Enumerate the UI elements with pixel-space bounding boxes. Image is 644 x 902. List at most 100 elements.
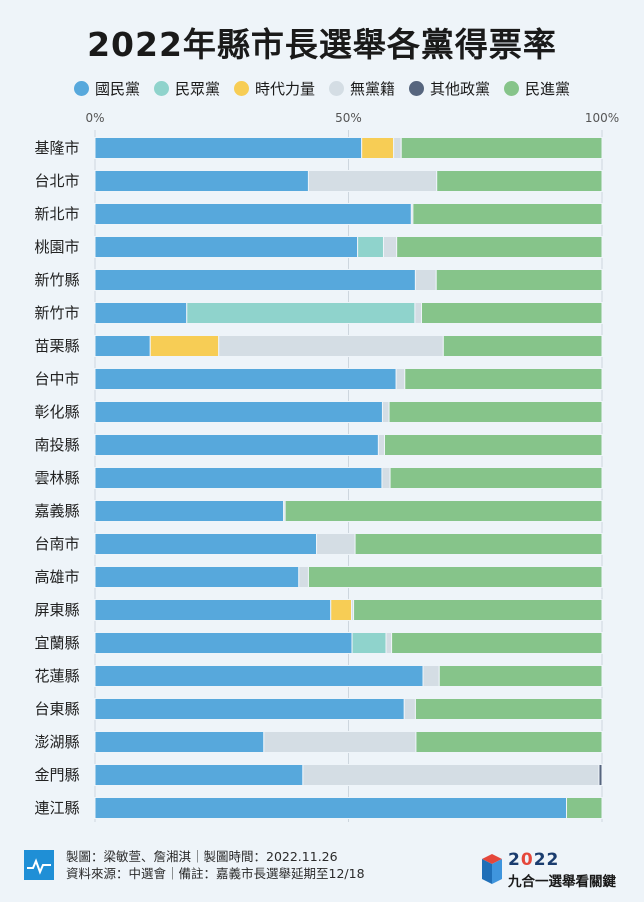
legend: 國民黨 民眾黨 時代力量 無黨籍 其他政黨 民進黨 bbox=[0, 78, 644, 99]
bar-segment bbox=[284, 500, 603, 522]
bar-segment bbox=[421, 302, 603, 324]
legend-label: 其他政黨 bbox=[430, 80, 491, 98]
legend-swatch bbox=[329, 81, 344, 96]
bar-segment bbox=[385, 632, 393, 654]
category-label: 嘉義縣 bbox=[34, 502, 79, 520]
stacked-bar-chart: 0% 50% 100% 基隆市台北市新北市桃園市新竹縣新竹市苗栗縣台中市彰化縣南投縣雲… bbox=[34, 111, 619, 822]
bar-segment bbox=[351, 632, 387, 654]
bar-segment bbox=[438, 665, 603, 687]
legend-label: 國民黨 bbox=[94, 80, 140, 98]
bar-segment bbox=[391, 632, 603, 654]
bar-segment bbox=[94, 236, 359, 258]
bar-segment bbox=[94, 467, 383, 489]
bar-segment bbox=[330, 599, 353, 621]
bar-segment bbox=[298, 566, 309, 588]
bar-segment bbox=[566, 797, 603, 819]
bar-segment bbox=[381, 467, 391, 489]
legend-swatch bbox=[409, 81, 425, 96]
bar-segment bbox=[307, 566, 603, 588]
bar-segment bbox=[94, 797, 568, 819]
bar-segment bbox=[307, 170, 438, 192]
bar-segment bbox=[383, 434, 603, 456]
legend-item: 民進黨 bbox=[504, 78, 570, 99]
bar-segment bbox=[316, 533, 356, 555]
brand-year: 2022 bbox=[508, 850, 560, 870]
category-label: 台中市 bbox=[34, 370, 79, 388]
category-label: 金門縣 bbox=[34, 766, 79, 784]
bar-segment bbox=[404, 368, 603, 390]
bar-segment bbox=[94, 665, 424, 687]
category-label: 雲林縣 bbox=[34, 469, 79, 487]
footer-credits: 製圖：梁敏萱、詹湘淇｜製圖時間：2022.11.26 資料來源：中選會｜備註：嘉… bbox=[66, 848, 365, 882]
bar-segment bbox=[396, 236, 603, 258]
legend-label: 時代力量 bbox=[254, 80, 315, 98]
bar-segment bbox=[353, 599, 603, 621]
category-label: 台北市 bbox=[34, 172, 79, 190]
brand-name: 九合一選舉看關鍵 bbox=[508, 874, 616, 890]
category-label: 苗栗縣 bbox=[34, 337, 79, 355]
x-tick-label: 0% bbox=[85, 111, 104, 125]
bar-segment bbox=[361, 137, 395, 159]
bar-segment bbox=[302, 764, 600, 786]
election-brand-logo: 2022 九合一選舉看關鍵 bbox=[480, 850, 630, 890]
category-label: 澎湖縣 bbox=[34, 733, 79, 751]
bar-segment bbox=[149, 335, 220, 357]
footer-line-2: 資料來源：中選會｜備註：嘉義市長選舉延期至12/18 bbox=[66, 866, 365, 881]
bar-segment bbox=[94, 401, 383, 423]
category-label: 南投縣 bbox=[34, 436, 79, 454]
bar-segment bbox=[218, 335, 444, 357]
bar-segment bbox=[382, 236, 398, 258]
bar-segment bbox=[94, 731, 265, 753]
bar-segment bbox=[415, 731, 603, 753]
category-label: 花蓮縣 bbox=[34, 667, 79, 685]
bar-segment bbox=[94, 566, 300, 588]
category-label: 新北市 bbox=[34, 205, 79, 223]
legend-label: 民眾黨 bbox=[174, 80, 220, 98]
category-label: 彰化縣 bbox=[34, 403, 79, 421]
bar-segment bbox=[94, 599, 332, 621]
bar-segment bbox=[395, 368, 406, 390]
legend-item: 無黨籍 bbox=[329, 78, 395, 99]
bar-segment bbox=[436, 170, 603, 192]
bar-segment bbox=[94, 368, 397, 390]
category-label: 宜蘭縣 bbox=[34, 634, 79, 652]
bar-segment bbox=[414, 269, 437, 291]
bar-segment bbox=[94, 335, 151, 357]
legend-swatch bbox=[73, 81, 89, 96]
bar-segment bbox=[389, 467, 603, 489]
bar-segment bbox=[400, 137, 603, 159]
footer: 製圖：梁敏萱、詹湘淇｜製圖時間：2022.11.26 資料來源：中選會｜備註：嘉… bbox=[0, 836, 644, 902]
bar-segment bbox=[94, 137, 363, 159]
bar-segment bbox=[94, 302, 188, 324]
category-label: 新竹縣 bbox=[34, 271, 79, 289]
bar-segment bbox=[94, 269, 416, 291]
category-label: 台東縣 bbox=[34, 700, 79, 718]
legend-label: 無黨籍 bbox=[350, 80, 396, 98]
legend-item: 其他政黨 bbox=[409, 78, 490, 99]
legend-item: 國民黨 bbox=[73, 78, 140, 99]
bar-segment bbox=[357, 236, 384, 258]
bar-segment bbox=[186, 302, 416, 324]
bar-segment bbox=[414, 698, 603, 720]
bar-segment bbox=[263, 731, 417, 753]
bar-segment bbox=[94, 203, 412, 225]
legend-label: 民進黨 bbox=[525, 80, 571, 98]
bar-segment bbox=[442, 335, 603, 357]
chart-title: 2022年縣市長選舉各黨得票率 bbox=[87, 25, 557, 64]
x-tick-label: 100% bbox=[585, 111, 619, 125]
category-label: 台南市 bbox=[34, 535, 79, 553]
category-label: 連江縣 bbox=[34, 799, 79, 817]
bar-segment bbox=[381, 401, 390, 423]
legend-item: 民眾黨 bbox=[153, 78, 220, 99]
bar-segment bbox=[94, 434, 379, 456]
bar-segment bbox=[94, 698, 405, 720]
legend-swatch bbox=[153, 81, 169, 96]
bar-segment bbox=[393, 137, 402, 159]
bar-segment bbox=[598, 764, 603, 786]
ballot-box-icon bbox=[482, 854, 502, 884]
bar-segment bbox=[94, 500, 285, 522]
bar-segment bbox=[94, 533, 318, 555]
bar-segment bbox=[94, 632, 353, 654]
category-label: 高雄市 bbox=[34, 568, 79, 586]
bar-segment bbox=[388, 401, 603, 423]
